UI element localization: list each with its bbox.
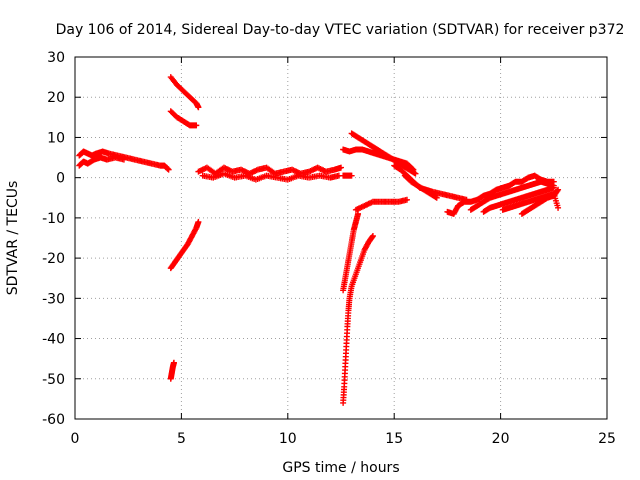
data-point bbox=[555, 186, 562, 193]
data-point bbox=[165, 166, 172, 173]
data-point bbox=[433, 194, 440, 201]
x-axis-label: GPS time / hours bbox=[282, 460, 399, 476]
data-point bbox=[348, 172, 355, 179]
data-point bbox=[555, 204, 562, 211]
y-tick-label: 10 bbox=[47, 130, 65, 146]
data-point bbox=[369, 233, 376, 240]
x-tick-label: 5 bbox=[177, 431, 186, 447]
x-tick-label: 15 bbox=[385, 431, 403, 447]
data-point bbox=[369, 232, 376, 239]
y-tick-label: -60 bbox=[42, 412, 65, 428]
x-tick-label: 10 bbox=[279, 431, 297, 447]
y-tick-label: -50 bbox=[42, 372, 65, 388]
y-tick-label: -30 bbox=[42, 291, 65, 307]
data-point bbox=[412, 170, 419, 177]
x-tick-label: 20 bbox=[492, 431, 510, 447]
data-point bbox=[403, 196, 410, 203]
data-point bbox=[338, 164, 344, 171]
y-axis-label: SDTVAR / TECUs bbox=[5, 181, 21, 296]
plot-frame bbox=[74, 56, 608, 420]
data-point bbox=[554, 187, 561, 194]
y-tick-label: 20 bbox=[47, 90, 65, 106]
y-tick-label: 0 bbox=[56, 171, 65, 187]
x-tick-label: 25 bbox=[598, 431, 616, 447]
y-tick-label: -20 bbox=[42, 251, 65, 267]
data-point bbox=[550, 184, 557, 191]
data-point bbox=[120, 156, 127, 163]
data-point bbox=[355, 210, 362, 217]
data-point bbox=[195, 218, 202, 225]
data-point bbox=[170, 359, 177, 366]
x-tick-label: 0 bbox=[71, 431, 80, 447]
chart-title: Day 106 of 2014, Sidereal Day-to-day VTE… bbox=[56, 22, 625, 38]
data-point bbox=[195, 104, 202, 111]
y-tick-label: -40 bbox=[42, 332, 65, 348]
data-points bbox=[76, 74, 562, 406]
grid-lines bbox=[75, 57, 607, 419]
y-tick-label: -10 bbox=[42, 211, 65, 227]
data-point bbox=[193, 122, 200, 129]
y-tick-label: 30 bbox=[47, 50, 65, 66]
axis-ticks: 0 5 10 15 20 25 -60 -50 -40 -30 -20 -10 0 10 20 30 bbox=[42, 50, 616, 447]
